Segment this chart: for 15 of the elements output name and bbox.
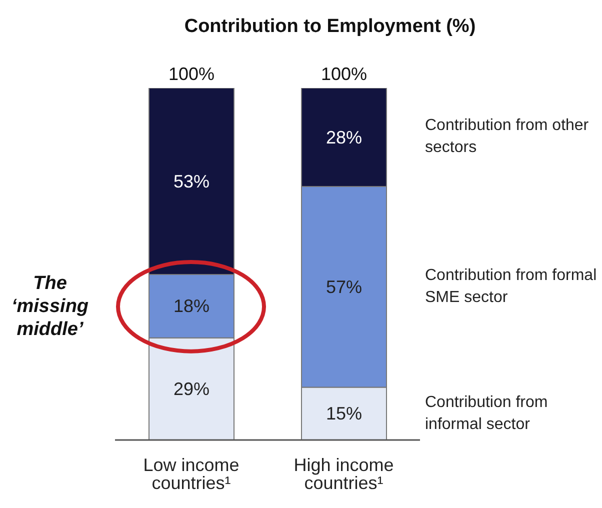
total-label: 100% xyxy=(168,64,215,84)
data-label: 57% xyxy=(326,276,362,297)
data-label: 53% xyxy=(173,171,210,192)
text: Contribution from informal sector xyxy=(425,392,549,435)
text: Contribution from formal SME sector xyxy=(425,266,598,308)
x-tick-label: High income countries¹ xyxy=(294,454,394,493)
data-label: 18% xyxy=(173,296,210,316)
text: Contribution from other sectors xyxy=(425,116,590,158)
data-label: 29% xyxy=(173,378,210,399)
total-label: 100% xyxy=(320,64,368,84)
x-tick-label: Low income countries¹ xyxy=(143,454,240,493)
text: The ‘missing middle’ xyxy=(10,272,90,342)
chart-title: Contribution to Employment (%) xyxy=(183,16,477,38)
data-label: 15% xyxy=(326,404,362,424)
data-label: 28% xyxy=(326,127,362,148)
